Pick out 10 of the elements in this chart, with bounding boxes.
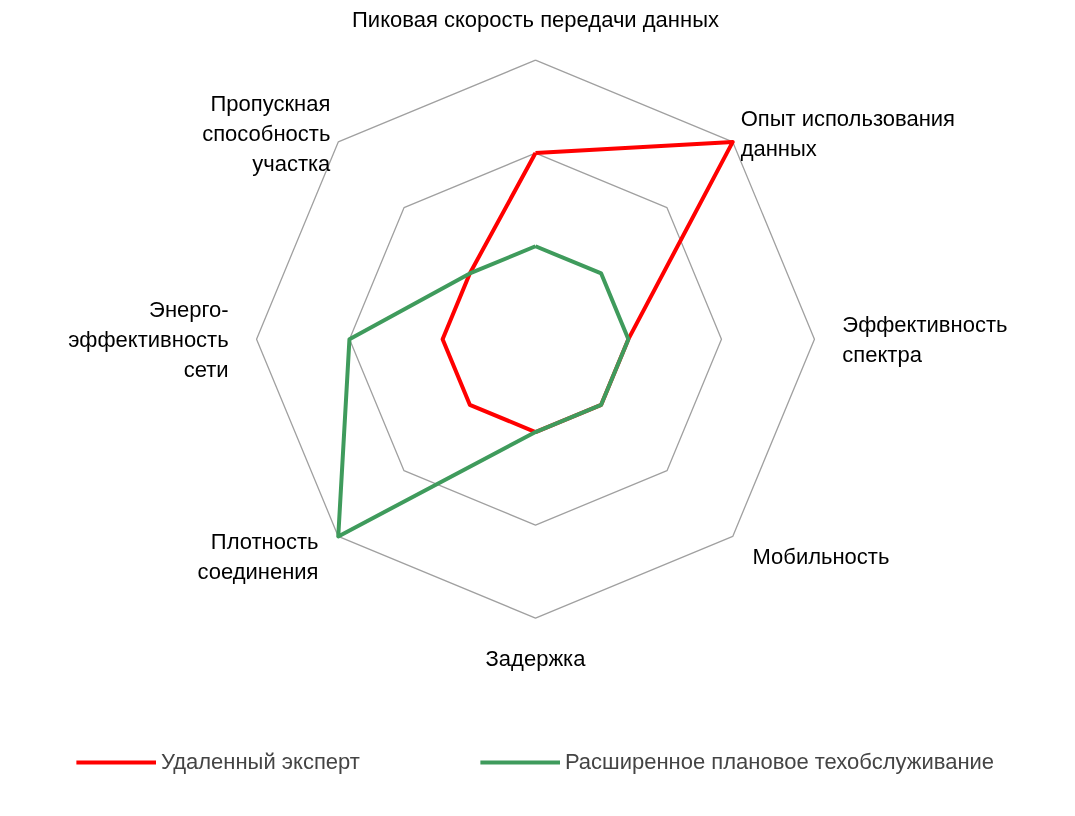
- spoke-label: Опыт использования данных: [740, 106, 956, 162]
- spoke-label: Пиковая скорость передачи данных: [352, 7, 719, 33]
- legend-label: Удаленный эксперт: [160, 749, 360, 775]
- spoke-label: Плотность соединения: [197, 528, 319, 584]
- spoke-label: Энерго- эффективность сети: [68, 296, 229, 382]
- spoke-label: Задержка: [485, 646, 587, 672]
- legend-label: Расширенное плановое техобслуживание: [564, 749, 995, 775]
- spoke-label: Пропускная способность участка: [202, 91, 332, 177]
- spoke-label: Мобильность: [752, 543, 890, 569]
- spoke-label: Эффективность спектра: [842, 311, 1008, 367]
